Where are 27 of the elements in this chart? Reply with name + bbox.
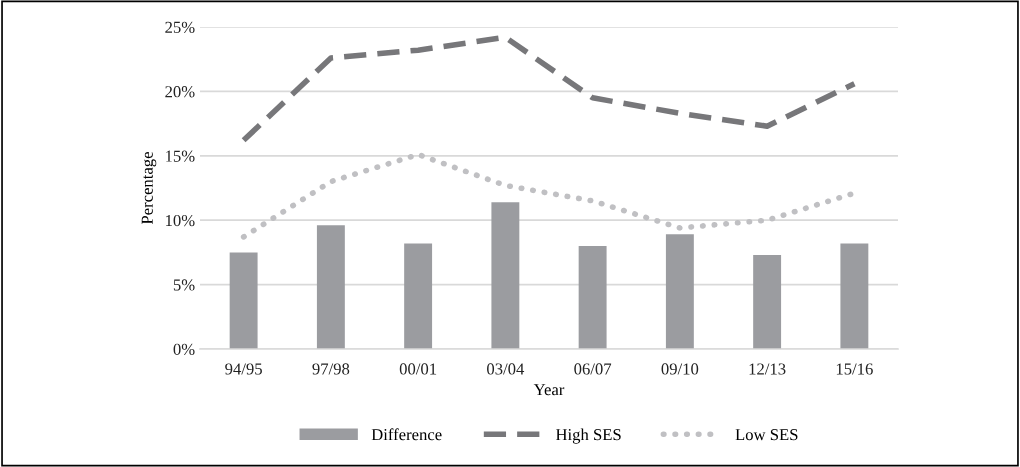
y-tick-label: 25% xyxy=(165,21,195,33)
x-tick-label: 06/07 xyxy=(574,363,612,375)
y-tick-label: 5% xyxy=(173,279,195,291)
bar xyxy=(229,252,258,349)
y-tick-label: 0% xyxy=(173,343,195,355)
legend-label: Low SES xyxy=(735,429,798,441)
bar xyxy=(753,254,782,349)
x-tick-label: 09/10 xyxy=(661,363,699,375)
x-tick-label: 15/16 xyxy=(836,363,873,375)
x-axis-title: Year xyxy=(533,384,565,396)
legend-label: High SES xyxy=(555,428,621,444)
y-axis-title: Percentage xyxy=(141,152,157,225)
bar xyxy=(491,202,520,349)
bar xyxy=(840,243,869,349)
x-tick-label: 94/95 xyxy=(225,363,262,375)
bar xyxy=(404,243,433,349)
legend-label: Difference xyxy=(371,428,442,441)
x-tick-label: 97/98 xyxy=(312,363,350,375)
y-tick-label: 10% xyxy=(166,214,195,227)
x-tick-label: 12/13 xyxy=(749,363,786,375)
y-tick-label: 15% xyxy=(166,150,195,162)
bar xyxy=(578,245,607,349)
bar xyxy=(316,225,345,349)
y-tick-label: 20% xyxy=(165,86,195,98)
bar xyxy=(665,234,694,349)
x-tick-label: 00/01 xyxy=(399,363,437,375)
x-tick-label: 03/04 xyxy=(487,363,525,375)
